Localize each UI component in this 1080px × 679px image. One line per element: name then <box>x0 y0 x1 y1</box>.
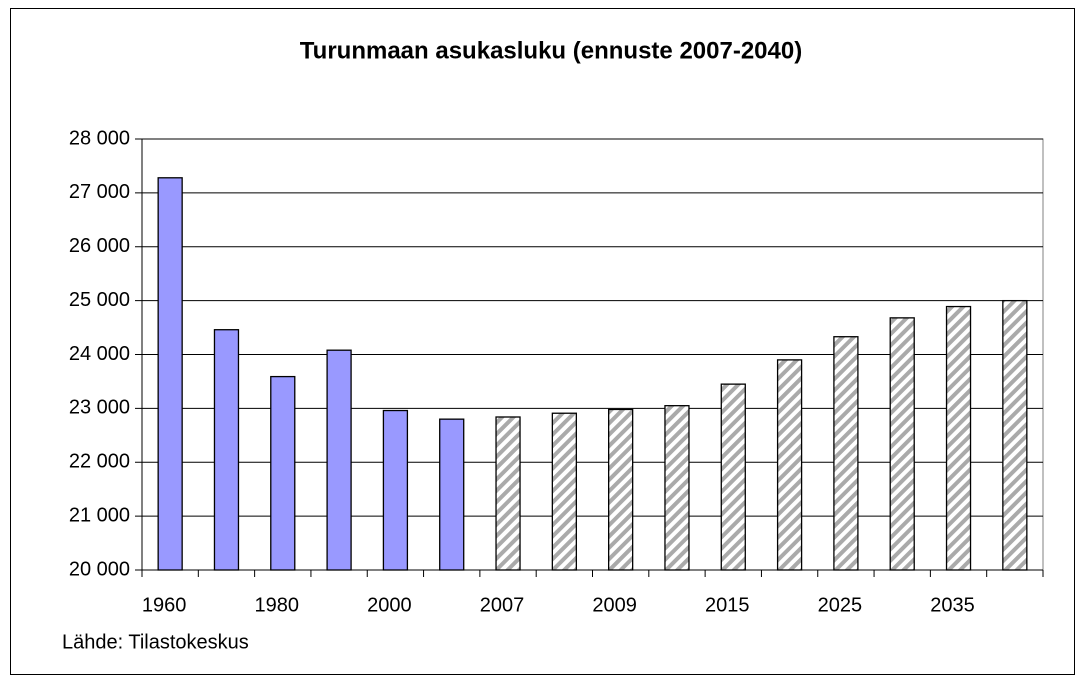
x-tick-label: 2007 <box>480 594 525 616</box>
bar <box>664 405 690 571</box>
bar <box>213 329 240 571</box>
x-tick-label: 2025 <box>818 594 863 616</box>
y-tick-label: 24 000 <box>69 343 130 365</box>
x-tick-label: 2009 <box>592 594 637 616</box>
bar <box>945 305 972 571</box>
y-tick-label: 22 000 <box>69 451 130 473</box>
bar <box>833 336 859 571</box>
bar <box>889 317 915 571</box>
x-tick-label: 1960 <box>142 594 187 616</box>
bar <box>1002 299 1028 571</box>
bar <box>495 416 521 571</box>
bar <box>720 383 746 571</box>
y-tick-label: 28 000 <box>69 127 130 149</box>
bar <box>551 412 577 571</box>
chart-title: Turunmaan asukasluku (ennuste 2007-2040) <box>300 37 802 64</box>
x-tick-label: 2035 <box>930 594 975 616</box>
y-tick-label: 23 000 <box>69 397 130 419</box>
y-tick-label: 26 000 <box>69 235 130 257</box>
y-tick-label: 25 000 <box>69 289 130 311</box>
source-note: Lähde: Tilastokeskus <box>62 631 249 653</box>
y-tick-label: 21 000 <box>69 504 130 526</box>
x-tick-label: 1980 <box>255 594 300 616</box>
x-tick-label: 2015 <box>705 594 750 616</box>
bar <box>326 349 352 571</box>
bar <box>157 177 183 571</box>
bar <box>270 375 296 571</box>
bar <box>382 409 409 571</box>
y-tick-label: 27 000 <box>69 181 130 203</box>
x-tick-label: 2000 <box>367 594 412 616</box>
y-tick-label: 20 000 <box>69 558 130 580</box>
bar <box>439 418 465 571</box>
bar <box>776 359 803 571</box>
bar <box>608 408 634 571</box>
